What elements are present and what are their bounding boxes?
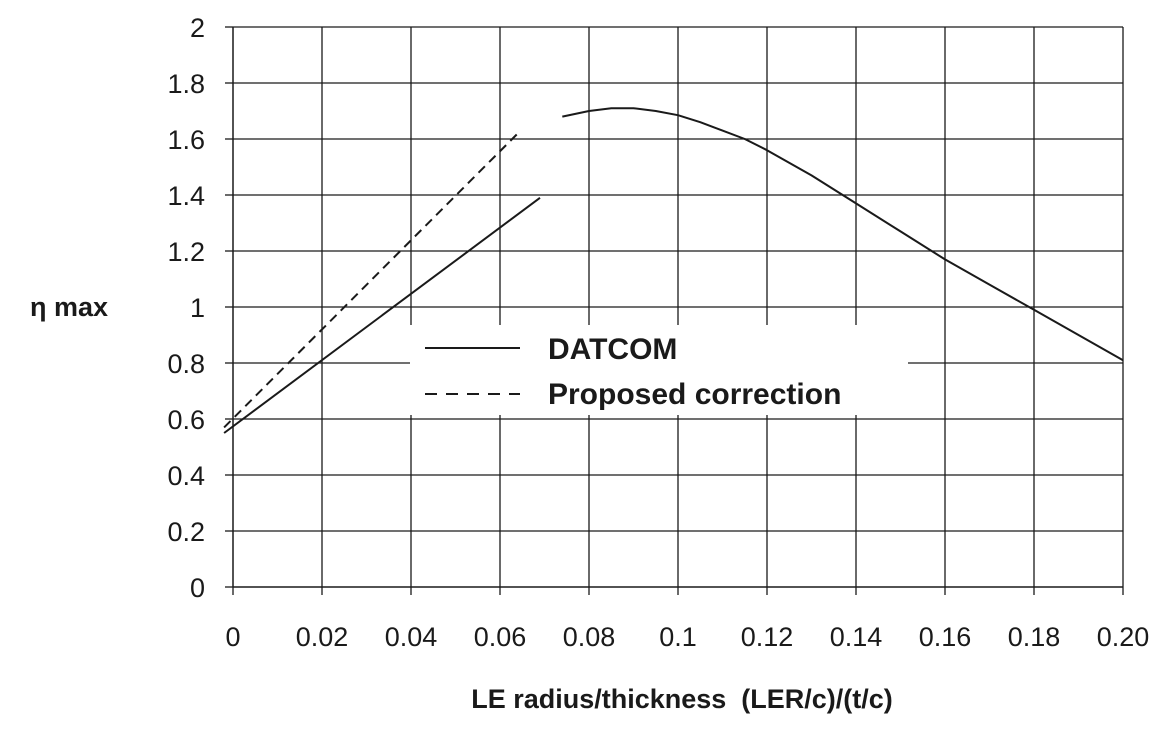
x-axis-title: LE radius/thickness (LER/c)/(t/c) [471, 684, 893, 714]
y-tick-label: 0.6 [167, 405, 205, 435]
y-tick-label: 1.2 [167, 237, 205, 267]
x-tick-label: 0.04 [385, 622, 438, 652]
x-tick-label: 0.14 [830, 622, 883, 652]
x-tick-label: 0.1 [659, 622, 697, 652]
y-tick-label: 0.4 [167, 461, 205, 491]
series-line-datcom [562, 107, 1124, 362]
x-tick-label: 0.12 [741, 622, 794, 652]
x-tick-label: 0.20 [1097, 622, 1150, 652]
y-tick-label: 0.8 [167, 349, 205, 379]
series-line-datcom [223, 196, 541, 434]
legend-datcom-label: DATCOM [548, 333, 677, 366]
x-tick-label: 0.16 [919, 622, 972, 652]
legend-background [410, 325, 908, 415]
y-tick-label: 0.2 [167, 517, 205, 547]
x-tick-label: 0 [225, 622, 240, 652]
x-tick-label: 0.02 [296, 622, 349, 652]
x-tick-label: 0.06 [474, 622, 527, 652]
series-line-proposed-correction [223, 132, 519, 429]
axes [225, 26, 1124, 595]
grid [233, 26, 1124, 587]
y-tick-label: 1.6 [167, 125, 205, 155]
tick-labels: 0 0.02 0.04 0.06 0.08 0.1 0.12 0.14 0.16 0.18 0.20… [167, 13, 1149, 652]
x-tick-label: 0.08 [563, 622, 616, 652]
y-tick-label: 0 [190, 573, 205, 603]
y-tick-label: 1.8 [167, 69, 205, 99]
y-tick-label: 1.4 [167, 181, 205, 211]
series-lines [223, 107, 1124, 434]
y-tick-label: 2 [190, 13, 205, 43]
y-tick-label: 1 [190, 293, 205, 323]
y-axis-title: η max [30, 292, 108, 322]
legend-correction-label: Proposed correction [548, 378, 841, 411]
x-tick-label: 0.18 [1008, 622, 1061, 652]
